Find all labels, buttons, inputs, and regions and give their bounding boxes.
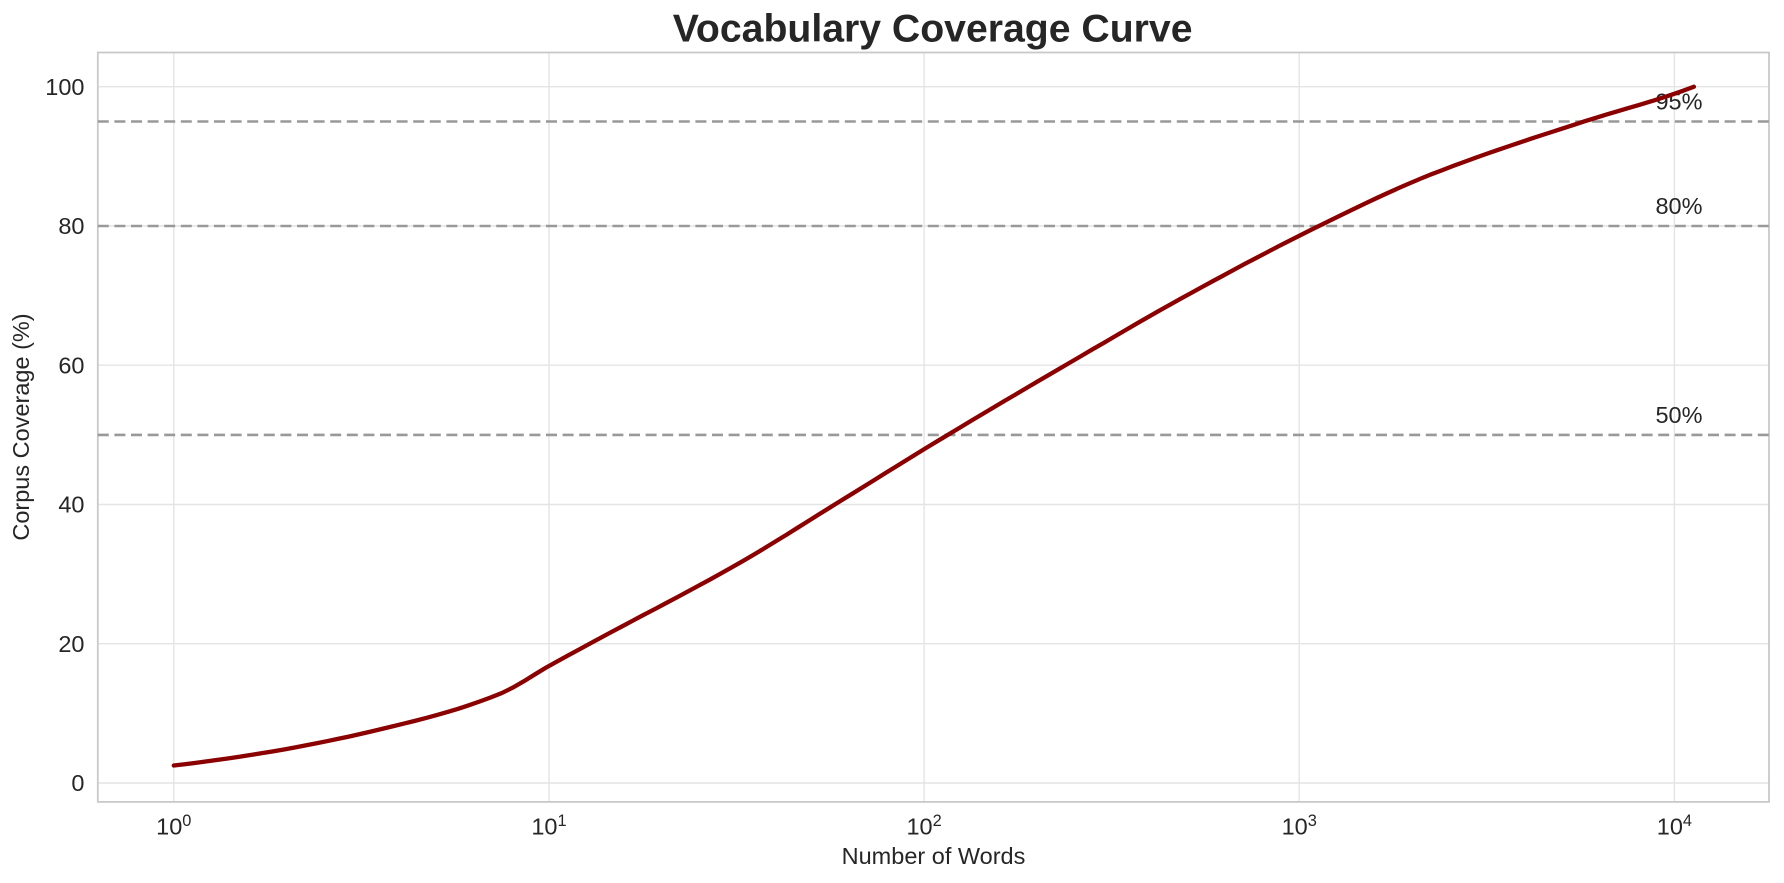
svg-text:104: 104 <box>1657 812 1692 840</box>
svg-text:103: 103 <box>1282 812 1317 840</box>
svg-text:0: 0 <box>71 770 84 796</box>
svg-text:100: 100 <box>45 74 84 100</box>
svg-text:Vocabulary Coverage Curve: Vocabulary Coverage Curve <box>673 7 1193 50</box>
svg-text:Number of Words: Number of Words <box>842 843 1026 869</box>
svg-text:Corpus Coverage (%): Corpus Coverage (%) <box>8 313 34 540</box>
svg-text:80: 80 <box>58 213 84 239</box>
svg-text:102: 102 <box>906 812 941 840</box>
svg-text:101: 101 <box>531 812 566 840</box>
svg-text:40: 40 <box>58 492 84 518</box>
svg-text:20: 20 <box>58 631 84 657</box>
svg-text:80%: 80% <box>1655 193 1702 219</box>
svg-text:50%: 50% <box>1655 402 1702 428</box>
svg-text:100: 100 <box>156 812 191 840</box>
svg-text:60: 60 <box>58 352 84 378</box>
